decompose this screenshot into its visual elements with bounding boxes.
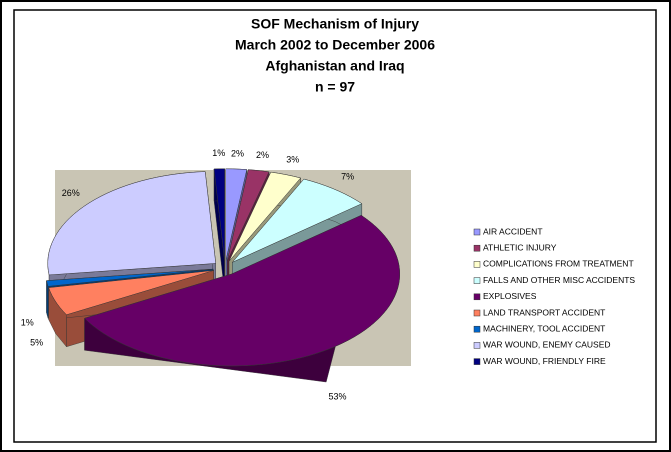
pie: 2% 2% 3% 7% 53% 5% 1% 26% 1% <box>21 148 400 402</box>
legend-label: MACHINERY, TOOL ACCIDENT <box>483 323 605 333</box>
data-label: 5% <box>30 338 43 348</box>
legend-swatch <box>473 228 481 236</box>
legend-swatch <box>473 325 481 333</box>
slice <box>46 268 214 287</box>
legend-swatch <box>473 261 481 268</box>
data-label: 53% <box>328 392 346 402</box>
legend: AIR ACCIDENT ATHLETIC INJURY COMPLICATIONS… <box>473 226 635 366</box>
legend-label: FALLS AND OTHER MISC ACCIDENTS <box>483 275 635 285</box>
legend-label: WAR WOUND, ENEMY CAUSED <box>483 340 611 350</box>
slice <box>48 270 214 316</box>
data-label: 7% <box>341 171 354 181</box>
slice <box>225 168 248 261</box>
slice <box>232 178 363 263</box>
chart-title: March 2002 to December 2006 <box>235 37 435 53</box>
legend-label: ATHLETIC INJURY <box>483 242 557 252</box>
legend-swatch <box>473 244 481 252</box>
title-group: SOF Mechanism of Injury March 2002 to Dec… <box>235 16 435 95</box>
legend-label: LAND TRANSPORT ACCIDENT <box>483 307 605 317</box>
legend-label: COMPLICATIONS FROM TREATMENT <box>483 259 634 269</box>
slice <box>47 171 217 276</box>
slice <box>227 169 270 262</box>
legend-label: WAR WOUND, FRIENDLY FIRE <box>483 356 606 366</box>
legend-swatch <box>473 309 481 317</box>
legend-swatch <box>473 293 481 301</box>
legend-label: AIR ACCIDENT <box>483 226 543 236</box>
data-label: 1% <box>212 148 225 158</box>
legend-swatch <box>473 277 481 284</box>
chart-title: SOF Mechanism of Injury <box>251 16 419 32</box>
data-label: 3% <box>286 155 299 165</box>
slice <box>213 168 225 261</box>
data-label: 1% <box>21 318 34 328</box>
data-label: 2% <box>256 150 269 160</box>
slice <box>84 215 400 367</box>
legend-label: EXPLOSIVES <box>483 291 537 301</box>
chart-title: Afghanistan and Iraq <box>265 58 404 74</box>
data-label: 26% <box>62 188 80 198</box>
slice <box>228 171 302 262</box>
data-label: 2% <box>231 148 244 158</box>
chart-title: n = 97 <box>315 79 355 95</box>
legend-swatch <box>473 342 481 349</box>
legend-swatch <box>473 358 481 365</box>
